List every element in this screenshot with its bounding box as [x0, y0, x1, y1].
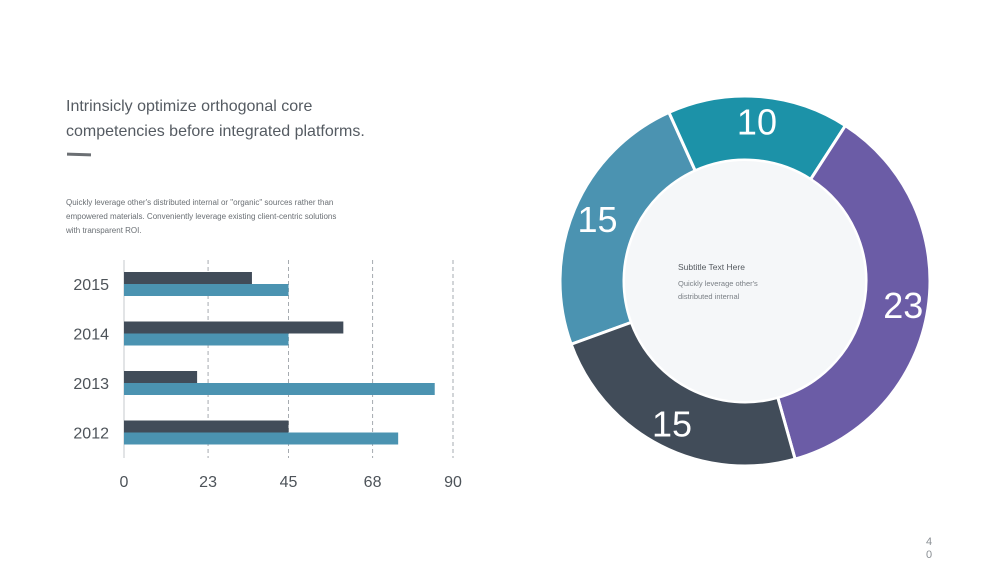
donut-slice	[558, 110, 698, 347]
page-number: 40	[925, 536, 933, 561]
headline-line-2: competencies before integrated platforms…	[66, 123, 365, 140]
body-line-2: empowered materials. Conveniently levera…	[66, 212, 337, 221]
bar	[124, 383, 435, 395]
y-category-label: 2013	[73, 376, 109, 393]
y-category-label: 2012	[73, 426, 109, 443]
slice-value-label: 10	[737, 101, 777, 142]
y-category-label: 2015	[73, 277, 109, 294]
slice-value-label: 23	[883, 285, 923, 326]
y-category-label: 2014	[73, 327, 109, 344]
donut-center	[625, 161, 865, 401]
bar	[124, 321, 344, 334]
x-tick-label: 68	[364, 474, 382, 491]
headline-line-1: Intrinsicly optimize orthogonal core	[66, 98, 313, 115]
headline: Intrinsicly optimize orthogonal core com…	[66, 94, 426, 144]
x-tick-label: 0	[120, 474, 129, 491]
x-tick-label: 45	[280, 474, 298, 491]
body-line-3: with transparent ROI.	[66, 226, 142, 235]
x-tick-label: 90	[444, 474, 462, 491]
donut-center-line-1: Quickly leverage other's	[678, 279, 758, 288]
donut-slice	[569, 320, 797, 468]
bar	[124, 432, 399, 445]
donut-slice	[775, 123, 932, 461]
slice-value-label: 15	[652, 403, 692, 444]
body-paragraph: Quickly leverage other's distributed int…	[66, 196, 366, 238]
bar	[124, 333, 289, 346]
bar	[124, 371, 198, 383]
donut-center-title: Subtitle Text Here	[678, 262, 745, 272]
slice-value-label: 15	[578, 199, 618, 240]
donut-center-line-2: distributed internal	[678, 292, 740, 301]
donut-center-description: Quickly leverage other's distributed int…	[678, 277, 788, 303]
bar	[124, 272, 252, 284]
body-line-1: Quickly leverage other's distributed int…	[66, 198, 334, 207]
bar	[124, 284, 289, 296]
x-tick-label: 23	[199, 474, 217, 491]
bar	[124, 420, 289, 433]
